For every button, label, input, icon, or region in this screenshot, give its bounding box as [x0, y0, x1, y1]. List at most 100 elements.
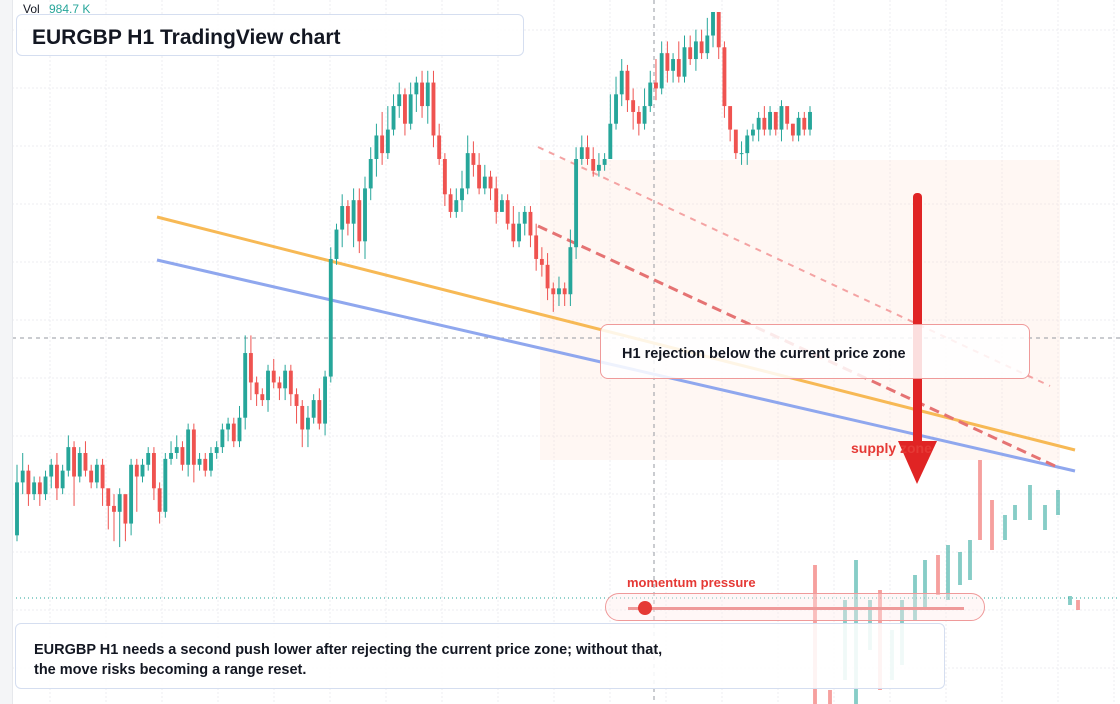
- candle-body: [77, 453, 82, 477]
- candle-body: [671, 59, 676, 71]
- candle-body: [802, 117, 807, 130]
- candle-body: [214, 447, 219, 453]
- candle-body: [134, 464, 139, 477]
- candle-body: [574, 159, 579, 248]
- volume-label: Vol: [23, 2, 40, 16]
- candle-body: [768, 111, 773, 130]
- candle-body: [460, 188, 464, 201]
- faded-candle: [990, 500, 994, 550]
- candle-body: [54, 464, 59, 489]
- candle-body: [739, 153, 744, 155]
- faded-candle: [946, 545, 950, 600]
- candle-body: [340, 206, 345, 230]
- candle-body: [37, 482, 42, 495]
- candle-body: [271, 370, 276, 383]
- candle-body: [129, 464, 134, 524]
- callout-text: H1 rejection below the current price zon…: [622, 346, 906, 362]
- candle-body: [323, 376, 328, 424]
- candle-body: [311, 400, 316, 418]
- candle-body: [146, 453, 151, 465]
- candle-body: [209, 453, 213, 471]
- candle-body: [494, 188, 499, 212]
- rejection-callout: H1 rejection below the current price zon…: [600, 324, 1030, 379]
- candle-body: [545, 264, 550, 289]
- candle-body: [551, 288, 556, 295]
- candle-body: [705, 35, 710, 54]
- candle-body: [32, 482, 37, 495]
- candle-body: [226, 423, 231, 430]
- candle-body: [448, 194, 453, 212]
- candle-body: [688, 47, 693, 60]
- supply-zone-shade: [540, 160, 1060, 460]
- candle-body: [197, 458, 202, 465]
- candle-body: [345, 206, 350, 224]
- candle-body: [425, 82, 430, 107]
- candle-body: [482, 176, 487, 189]
- candle-body: [539, 258, 544, 265]
- candle-body: [357, 200, 362, 242]
- candles: [15, 12, 812, 548]
- candle-body: [60, 470, 65, 489]
- candle-body: [243, 353, 248, 418]
- candle-body: [106, 488, 111, 506]
- momentum-label: momentum pressure: [627, 575, 756, 590]
- candle-body: [123, 494, 128, 524]
- candle-body: [169, 453, 173, 459]
- momentum-knob[interactable]: [637, 601, 652, 615]
- candle-body: [385, 129, 390, 154]
- candle-body: [522, 211, 527, 224]
- candle-body: [534, 235, 539, 259]
- candle-body: [488, 176, 493, 189]
- summary-line-2: the move risks becoming a range reset.: [34, 662, 307, 678]
- candle-body: [579, 147, 584, 159]
- faded-candle: [936, 555, 940, 595]
- candle-body: [237, 417, 242, 442]
- candle-body: [716, 12, 721, 48]
- candle-body: [654, 82, 658, 89]
- candle-body: [557, 288, 561, 295]
- faded-candle: [968, 540, 972, 580]
- candle-body: [602, 159, 607, 165]
- faded-candle: [923, 560, 927, 610]
- momentum-track: [628, 607, 964, 610]
- candle-body: [585, 147, 590, 159]
- volume-value: 984.7 K: [49, 2, 91, 16]
- candle-body: [43, 476, 48, 495]
- candle-body: [83, 453, 88, 471]
- faded-candle: [1068, 596, 1072, 605]
- candle-body: [596, 164, 601, 171]
- candle-body: [100, 464, 105, 489]
- faded-candle: [1028, 485, 1032, 520]
- candle-body: [442, 159, 447, 195]
- candle-body: [477, 164, 482, 189]
- candle-body: [568, 247, 573, 295]
- summary-text: EURGBP H1 needs a second push lower afte…: [34, 640, 734, 680]
- candle-body: [699, 41, 704, 54]
- title-panel: EURGBP H1 TradingView chart: [16, 14, 524, 56]
- faded-candle: [828, 690, 832, 704]
- candle-body: [517, 223, 521, 242]
- candle-body: [328, 258, 333, 377]
- candle-body: [157, 488, 162, 512]
- candle-body: [363, 188, 367, 242]
- candle-body: [294, 394, 299, 406]
- faded-candle: [1013, 505, 1017, 520]
- candle-body: [808, 111, 812, 130]
- candle-body: [277, 382, 282, 389]
- faded-candle: [1056, 490, 1060, 515]
- price-scale-edge: [0, 0, 13, 704]
- summary-panel: EURGBP H1 needs a second push lower afte…: [15, 623, 945, 689]
- candle-body: [72, 447, 76, 477]
- candle-body: [785, 106, 790, 124]
- candle-body: [773, 111, 778, 130]
- candle-body: [665, 53, 670, 71]
- chart-title: EURGBP H1 TradingView chart: [32, 26, 341, 49]
- candle-body: [248, 353, 253, 383]
- candle-body: [431, 82, 436, 136]
- candle-body: [471, 153, 476, 165]
- candle-body: [117, 494, 122, 512]
- candle-body: [733, 129, 738, 154]
- candle-body: [368, 159, 373, 189]
- candle-body: [186, 429, 191, 465]
